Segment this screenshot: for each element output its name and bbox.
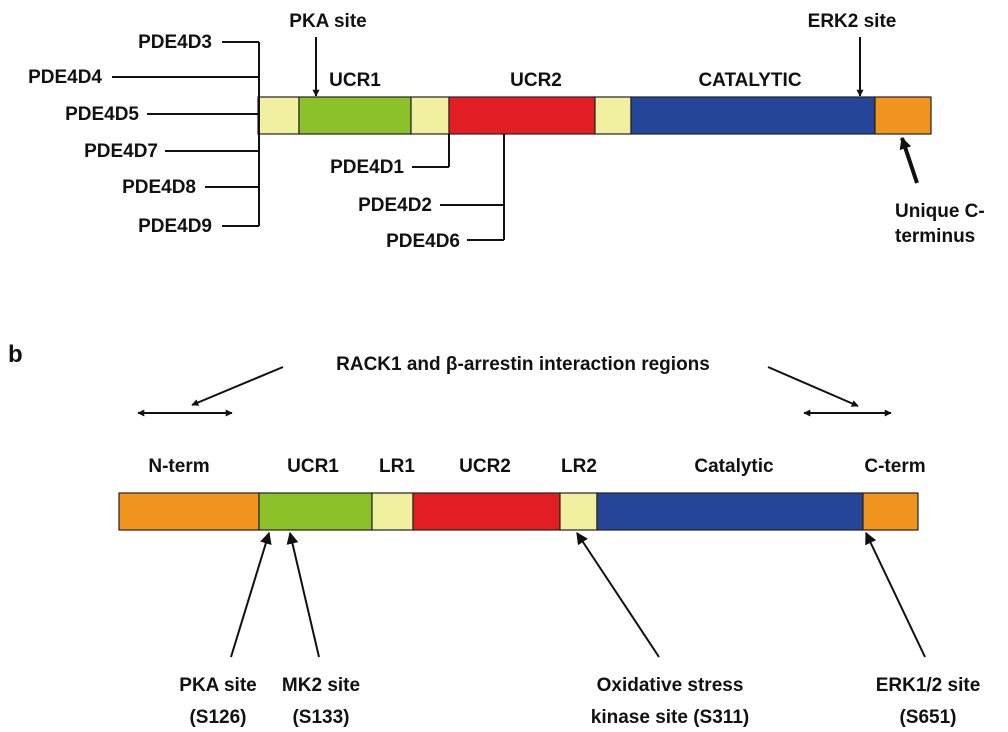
panel-b-interaction-label: RACK1 and β-arrestin interaction regions	[336, 354, 710, 375]
isoform-label-pde4d6: PDE4D6	[386, 231, 460, 252]
panel-a: PDE4D3 PDE4D4 PDE4D5 PDE4D7 PDE4D8 PDE4D…	[28, 11, 985, 252]
panel-a-catalytic-segment	[630, 96, 876, 135]
panel-a-linker-1	[257, 96, 300, 135]
panel-b-domain-label-ucr2: UCR2	[459, 456, 511, 477]
panel-a-linker-2	[410, 96, 450, 135]
isoform-label-pde4d1: PDE4D1	[330, 157, 404, 178]
panel-b-letter: b	[8, 341, 23, 368]
panel-b-pka-site-label-line2: (S126)	[189, 707, 246, 728]
panel-b-protein-bar	[118, 492, 919, 531]
panel-a-mid-isoform-brackets	[412, 134, 505, 241]
panel-a-protein-bar	[257, 96, 932, 135]
isoform-label-pde4d5: PDE4D5	[65, 104, 139, 125]
panel-b-erk-site-arrow	[865, 531, 926, 658]
isoform-label-pde4d9: PDE4D9	[138, 216, 212, 237]
isoform-label-pde4d4: PDE4D4	[28, 67, 102, 88]
isoform-label-pde4d7: PDE4D7	[84, 141, 158, 162]
panel-a-c-terminus-label-line2: terminus	[895, 226, 975, 247]
isoform-label-pde4d8: PDE4D8	[122, 177, 196, 198]
panel-a-ucr1-label: UCR1	[329, 70, 381, 91]
panel-b-erk-site-label-line1: ERK1/2 site	[876, 675, 981, 696]
isoform-label-pde4d3: PDE4D3	[138, 32, 212, 53]
panel-a-left-isoform-bracket	[112, 41, 260, 227]
panel-b-catalytic-segment	[596, 492, 864, 531]
panel-a-catalytic-label: CATALYTIC	[698, 70, 801, 91]
panel-b-interaction-arrow-right	[767, 366, 859, 407]
panel-b-lr2-segment	[559, 492, 598, 531]
panel-a-pka-site-label: PKA site	[289, 11, 366, 32]
panel-b-mk2-site-label-line2: (S133)	[292, 707, 349, 728]
panel-b: b RACK1 and β-arrestin interaction regio…	[8, 341, 980, 728]
panel-b-ucr1-segment	[258, 492, 373, 531]
panel-b-ucr2-segment	[412, 492, 561, 531]
panel-b-n-term-segment	[118, 492, 260, 531]
panel-a-c-terminus-arrow	[899, 136, 919, 184]
panel-b-c-term-segment	[862, 492, 919, 531]
panel-a-ucr2-label: UCR2	[510, 70, 562, 91]
panel-a-c-terminus-segment	[874, 96, 932, 135]
panel-b-interaction-arrow-left	[191, 366, 284, 406]
panel-a-ucr1-segment	[298, 96, 412, 135]
panel-b-domain-label-catalytic: Catalytic	[694, 456, 774, 477]
panel-b-domain-label-lr2: LR2	[561, 456, 597, 477]
panel-a-linker-3	[594, 96, 632, 135]
panel-a-c-terminus-label-line1: Unique C-	[895, 201, 985, 222]
panel-b-mk2-site-label-line1: MK2 site	[282, 675, 360, 696]
panel-b-oxidative-stress-site-label-line2: kinase site (S311)	[591, 707, 749, 728]
panel-b-lr1-segment	[371, 492, 414, 531]
panel-b-domain-label-n-term: N-term	[148, 456, 209, 477]
panel-b-domain-label-c-term: C-term	[864, 456, 925, 477]
panel-b-pka-site-label-line1: PKA site	[179, 675, 256, 696]
panel-a-ucr2-segment	[448, 96, 596, 135]
panel-a-erk2-site-label: ERK2 site	[808, 11, 897, 32]
isoform-label-pde4d2: PDE4D2	[358, 195, 432, 216]
panel-b-oxidative-stress-site-arrow	[576, 531, 660, 658]
panel-b-oxidative-stress-site-label-line1: Oxidative stress	[597, 675, 744, 696]
panel-b-pka-site-arrow	[230, 531, 272, 658]
panel-b-domain-label-lr1: LR1	[379, 456, 415, 477]
panel-b-erk-site-label-line2: (S651)	[899, 707, 956, 728]
panel-b-domain-label-ucr1: UCR1	[287, 456, 339, 477]
panel-b-mk2-site-arrow	[286, 531, 320, 658]
